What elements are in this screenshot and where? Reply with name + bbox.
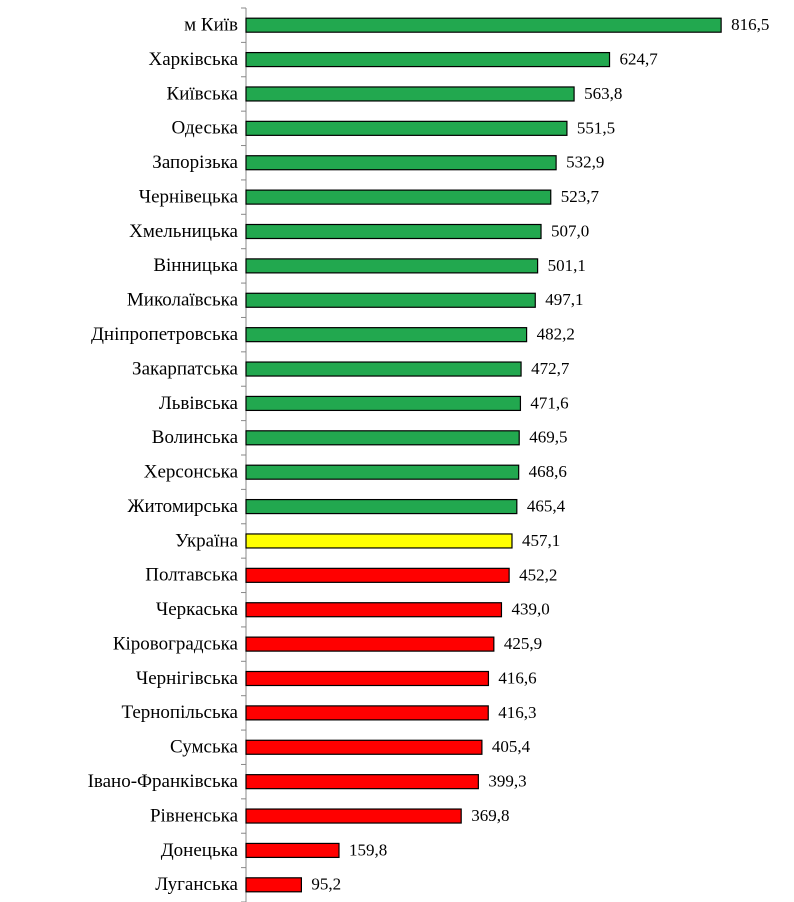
bar xyxy=(245,464,520,480)
value-label: 551,5 xyxy=(577,118,615,137)
category-label: Чернігівська xyxy=(136,668,239,689)
bar xyxy=(245,498,518,515)
category-label: Україна xyxy=(175,530,238,551)
category-label: Харківська xyxy=(149,49,239,70)
category-label: Тернопільська xyxy=(121,702,238,723)
category-label: Хмельницька xyxy=(129,221,238,242)
bar xyxy=(245,602,503,618)
bar xyxy=(245,705,489,721)
value-label: 501,1 xyxy=(548,256,586,275)
value-label: 563,8 xyxy=(584,84,622,103)
bar xyxy=(245,258,539,274)
category-label: Сумська xyxy=(170,737,239,758)
category-label: Одеська xyxy=(171,118,238,139)
category-label: Запорізька xyxy=(152,152,238,173)
bar xyxy=(245,361,522,377)
value-label: 624,7 xyxy=(620,49,659,68)
value-label: 399,3 xyxy=(488,772,526,791)
category-label: Житомирська xyxy=(127,496,238,517)
bar xyxy=(245,842,340,859)
value-label: 457,1 xyxy=(522,531,560,550)
value-label: 816,5 xyxy=(731,15,769,34)
value-label: 425,9 xyxy=(504,634,542,653)
category-label: Львівська xyxy=(159,393,239,414)
category-label: Рівненська xyxy=(150,805,239,826)
bar xyxy=(245,51,611,68)
value-label: 439,0 xyxy=(511,600,549,619)
value-label: 95,2 xyxy=(311,875,341,894)
bar xyxy=(245,17,722,33)
value-label: 497,1 xyxy=(545,290,583,309)
category-label: м Київ xyxy=(184,15,238,36)
bar xyxy=(245,292,536,308)
category-label: Київська xyxy=(167,83,239,104)
value-label: 507,0 xyxy=(551,221,589,240)
bar xyxy=(245,86,575,102)
category-label: Волинська xyxy=(152,427,239,448)
bar xyxy=(245,808,462,824)
bar xyxy=(245,774,479,790)
bar xyxy=(245,877,302,893)
value-label: 465,4 xyxy=(527,496,566,515)
bar xyxy=(245,395,522,412)
value-label: 523,7 xyxy=(561,187,600,206)
bar xyxy=(245,567,510,583)
category-label: Івано-Франківська xyxy=(88,771,239,792)
category-label: Луганська xyxy=(155,874,238,895)
category-label: Полтавська xyxy=(145,565,238,586)
value-label: 471,6 xyxy=(530,393,568,412)
category-label: Миколаївська xyxy=(127,290,239,311)
bar xyxy=(245,327,528,343)
category-label: Чернівецька xyxy=(139,186,239,207)
value-label: 369,8 xyxy=(471,806,509,825)
bar xyxy=(245,739,483,755)
bar xyxy=(245,533,513,549)
category-label: Кіровоградська xyxy=(113,633,239,654)
bar xyxy=(245,189,552,205)
category-label: Вінницька xyxy=(153,255,238,276)
value-label: 416,6 xyxy=(498,668,536,687)
category-label: Закарпатська xyxy=(132,358,239,379)
value-label: 159,8 xyxy=(349,840,387,859)
value-label: 469,5 xyxy=(529,428,567,447)
value-label: 482,2 xyxy=(537,325,575,344)
bar xyxy=(245,155,557,171)
value-label: 405,4 xyxy=(492,737,531,756)
bar xyxy=(245,223,542,240)
category-label: Дніпропетровська xyxy=(91,324,239,345)
bar xyxy=(245,430,520,446)
value-label: 416,3 xyxy=(498,703,536,722)
value-label: 452,2 xyxy=(519,565,557,584)
value-label: 472,7 xyxy=(531,359,570,378)
value-label: 532,9 xyxy=(566,153,604,172)
category-label: Херсонська xyxy=(144,462,239,483)
category-label: Донецька xyxy=(161,840,239,861)
value-label: 468,6 xyxy=(529,462,567,481)
bar xyxy=(245,636,495,652)
bar xyxy=(245,120,568,136)
bar xyxy=(245,670,490,687)
category-label: Черкаська xyxy=(156,599,239,620)
